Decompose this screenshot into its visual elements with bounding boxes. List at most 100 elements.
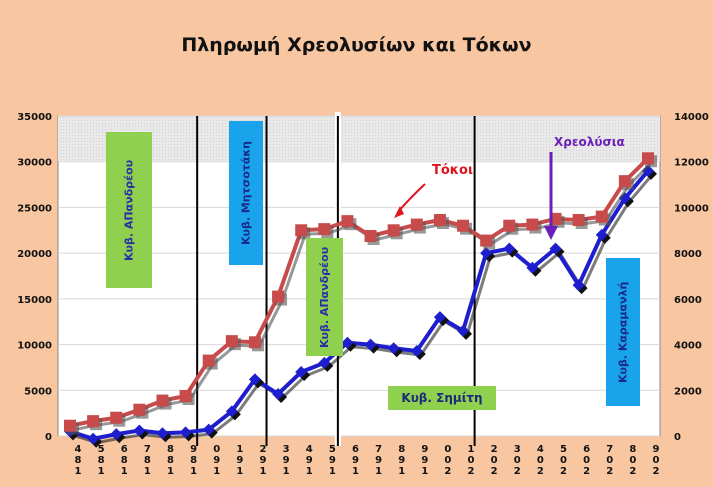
data-point <box>156 394 169 407</box>
data-point <box>549 212 562 225</box>
data-point <box>248 336 261 349</box>
right-tick-label: 12000 <box>674 158 709 169</box>
right-tick-label: 8000 <box>674 249 702 260</box>
data-point <box>272 290 285 303</box>
data-point <box>272 387 285 400</box>
data-point <box>87 432 100 445</box>
data-point <box>110 428 123 441</box>
annotation-tokoi: Τόκοι <box>432 163 473 178</box>
government-period-box <box>229 121 263 265</box>
data-point <box>364 230 377 242</box>
arrow-head <box>544 226 558 240</box>
data-point <box>179 426 192 439</box>
left-tick-label: 15000 <box>17 295 52 306</box>
left-tick-label: 10000 <box>17 341 52 352</box>
plot-top-band <box>58 116 660 161</box>
left-tick-label: 20000 <box>17 249 52 260</box>
data-point <box>433 311 446 324</box>
data-point <box>549 242 562 255</box>
data-point <box>341 215 354 228</box>
data-point <box>364 338 377 351</box>
government-period-box <box>388 386 496 410</box>
data-point <box>595 210 608 223</box>
data-point <box>202 354 215 367</box>
data-point <box>618 175 631 188</box>
data-point <box>64 419 76 432</box>
data-point <box>410 218 423 231</box>
government-period-text: Κυβ. Σημίτη <box>401 391 483 405</box>
government-period-text: Κυβ. ΑΠανδρέου <box>318 246 331 348</box>
plot-area <box>57 115 661 437</box>
data-point <box>341 336 354 349</box>
data-point <box>87 415 100 428</box>
data-point <box>572 279 585 292</box>
data-point <box>387 224 400 237</box>
data-point <box>387 342 400 355</box>
data-point <box>642 152 654 165</box>
left-tick-label: 25000 <box>17 203 52 214</box>
left-tick-label: 30000 <box>17 158 52 169</box>
right-tick-label: 4000 <box>674 341 702 352</box>
data-point <box>225 335 238 348</box>
data-point <box>457 219 470 232</box>
right-tick-label: 2000 <box>674 386 702 397</box>
government-period-label: Κυβ. Καραμανλή <box>616 281 630 383</box>
data-point <box>480 247 493 260</box>
data-point <box>595 228 608 241</box>
data-point <box>457 324 470 337</box>
data-point <box>318 356 331 369</box>
data-point <box>433 214 446 226</box>
arrow-head <box>394 206 404 218</box>
chart-title: Πληρωμή Χρεολυσίων και Τόκων <box>181 34 532 56</box>
data-point <box>133 424 146 437</box>
data-point <box>133 403 146 416</box>
right-tick-label: 10000 <box>674 203 709 214</box>
data-point <box>572 214 585 226</box>
right-tick-label: 0 <box>674 432 681 443</box>
right-tick-label: 6000 <box>674 295 702 306</box>
data-point <box>526 218 539 231</box>
left-tick-label: 35000 <box>17 112 52 123</box>
government-period-box <box>106 132 152 288</box>
data-point <box>503 242 516 255</box>
data-point <box>179 390 192 402</box>
government-period-label: Κυβ. Σημίτη <box>401 391 483 405</box>
left-tick-label: 0 <box>45 432 52 443</box>
right-tick-label: 14000 <box>674 112 709 123</box>
government-period-box <box>306 238 343 356</box>
data-point <box>225 405 238 418</box>
data-point <box>480 234 493 247</box>
data-point <box>202 423 215 436</box>
government-period-text: Κυβ. ΑΠανδρέου <box>122 159 136 261</box>
annotation-xreolysia: Χρεολύσια <box>554 135 625 149</box>
data-point <box>156 427 169 440</box>
data-point <box>410 344 423 357</box>
government-period-text: Κυβ. Μητσοτάκη <box>239 141 253 245</box>
data-point <box>503 219 516 232</box>
government-period-text: Κυβ. Καραμανλή <box>616 281 630 383</box>
